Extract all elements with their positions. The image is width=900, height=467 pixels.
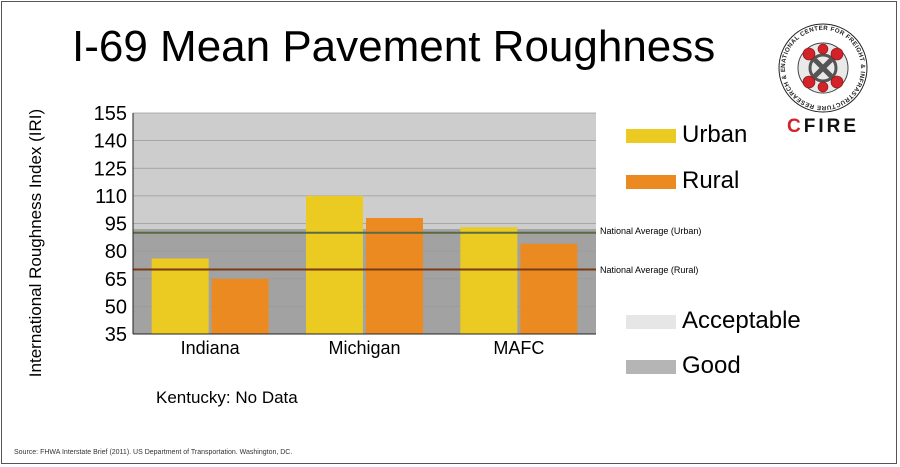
kentucky-note: Kentucky: No Data [156, 388, 298, 407]
bar-mafc-rural [520, 243, 578, 334]
legend-label-acceptable: Acceptable [682, 307, 801, 334]
x-tick-label-indiana: Indiana [181, 338, 241, 358]
band-acceptable [133, 113, 596, 230]
y-tick-label-80: 80 [105, 241, 127, 263]
cfire-seal-icon: NATIONAL CENTER FOR FREIGHT & INFRASTRUC… [765, 17, 868, 113]
legend-swatch-rural [626, 175, 676, 189]
grid-lines [133, 112, 596, 307]
background-bands [133, 113, 596, 334]
band-good [133, 229, 596, 334]
y-tick-label-140: 140 [94, 131, 127, 153]
reference-label-rural: National Average (Rural) [600, 265, 699, 275]
cfire-logo: NATIONAL CENTER FOR FREIGHT & INFRASTRUC… [765, 17, 878, 142]
y-tick-label-95: 95 [105, 214, 127, 236]
axes [132, 113, 596, 335]
bar-indiana-rural [211, 278, 269, 334]
bar-mafc-urban [460, 227, 518, 334]
logo-wordmark: CFIRE [786, 116, 859, 137]
legend-swatch-urban [626, 129, 676, 143]
bar-michigan-rural [366, 217, 423, 334]
x-tick-label-mafc: MAFC [493, 338, 544, 358]
y-tick-label-50: 50 [105, 296, 127, 318]
y-tick-labels: 35 50 65 80 95 110 125 140 155 [94, 103, 127, 346]
bar-indiana-urban [151, 258, 209, 334]
x-tick-labels: Indiana Michigan MAFC [181, 338, 545, 358]
chart-title: I-69 Mean Pavement Roughness [72, 22, 716, 71]
legend-label-urban: Urban [682, 121, 748, 148]
reference-lines [133, 231, 596, 271]
y-tick-label-35: 35 [105, 324, 127, 346]
y-tick-label-110: 110 [95, 186, 127, 208]
legend-swatch-good [626, 360, 676, 374]
y-tick-label-125: 125 [94, 158, 127, 180]
y-tick-label-155: 155 [94, 103, 127, 125]
legend-label-good: Good [682, 352, 741, 379]
x-tick-label-michigan: Michigan [328, 338, 400, 358]
source-citation: Source: FHWA Interstate Brief (2011). US… [14, 449, 293, 456]
legend-label-rural: Rural [682, 167, 740, 194]
bars [151, 195, 578, 334]
reference-label-urban: National Average (Urban) [600, 226, 702, 236]
y-tick-label-65: 65 [105, 269, 127, 291]
legend-swatch-acceptable [626, 315, 676, 329]
bar-michigan-urban [306, 195, 363, 334]
